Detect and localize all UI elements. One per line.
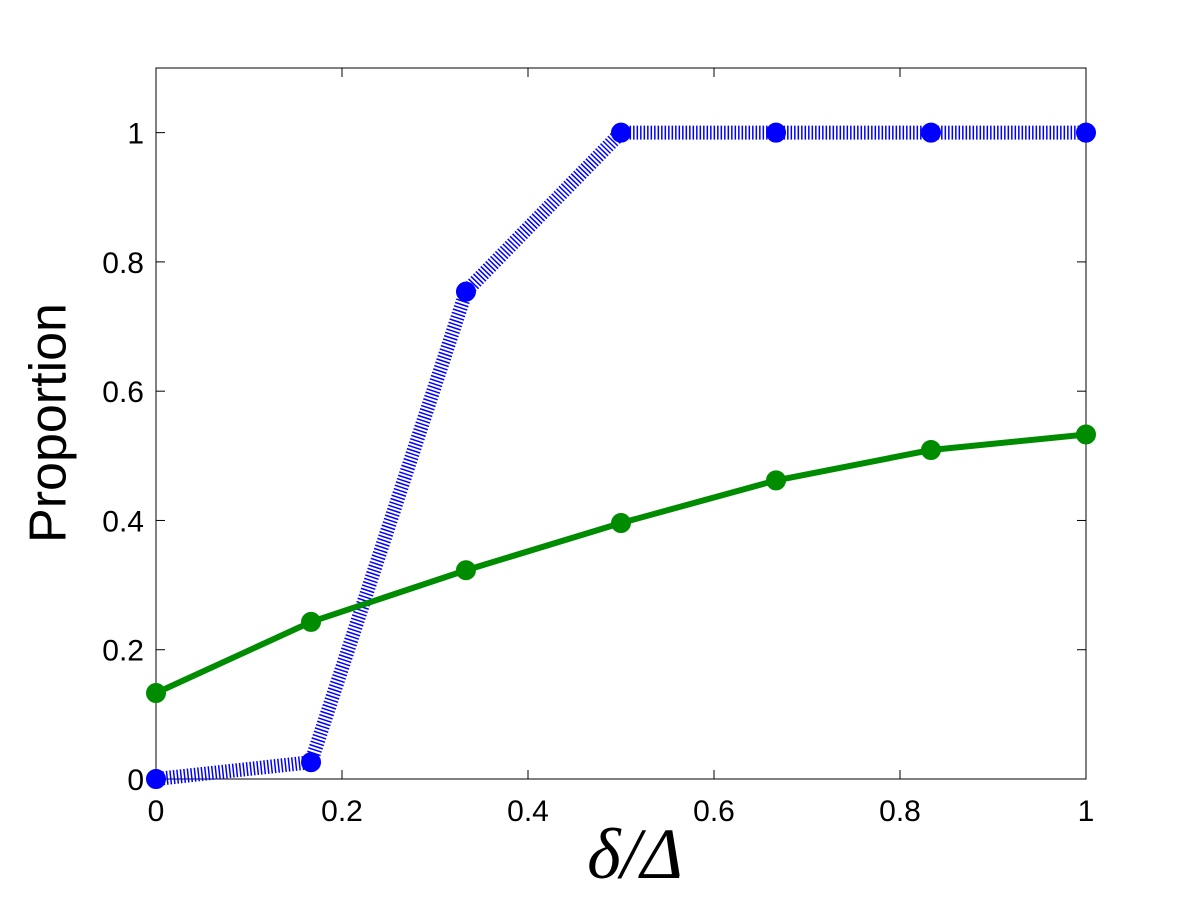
- y-tick-label: 0: [127, 764, 144, 797]
- x-tick-label: 1: [1078, 795, 1095, 828]
- x-tick-label: 0.6: [693, 795, 735, 828]
- x-axis-label: δ/Δ: [587, 814, 683, 894]
- x-tick-label: 0.4: [507, 795, 549, 828]
- point: [301, 611, 322, 632]
- y-tick-label: 0.8: [102, 247, 144, 280]
- point: [301, 752, 322, 773]
- point: [146, 683, 166, 704]
- plot-frame: [155, 67, 1087, 780]
- point: [611, 122, 631, 143]
- point: [146, 769, 166, 789]
- point: [766, 470, 787, 491]
- x-tick-label: 0: [148, 795, 165, 828]
- point: [766, 122, 787, 143]
- y-axis-label: Proportion: [20, 303, 78, 543]
- y-tick-label: 0.4: [102, 505, 144, 538]
- y-tick-label: 0.6: [102, 376, 144, 409]
- point: [1076, 122, 1096, 143]
- y-tick-label: 1: [127, 118, 144, 151]
- x-tick-label: 0.8: [879, 795, 921, 828]
- series-line: [154, 431, 1087, 696]
- x-tick-label: 0.2: [321, 795, 363, 828]
- point: [920, 440, 941, 461]
- series-line: [155, 125, 1086, 786]
- point: [920, 122, 941, 143]
- point: [611, 513, 631, 534]
- point: [1076, 424, 1096, 445]
- point: [455, 560, 476, 581]
- point: [455, 281, 476, 302]
- y-tick-label: 0.2: [102, 635, 144, 668]
